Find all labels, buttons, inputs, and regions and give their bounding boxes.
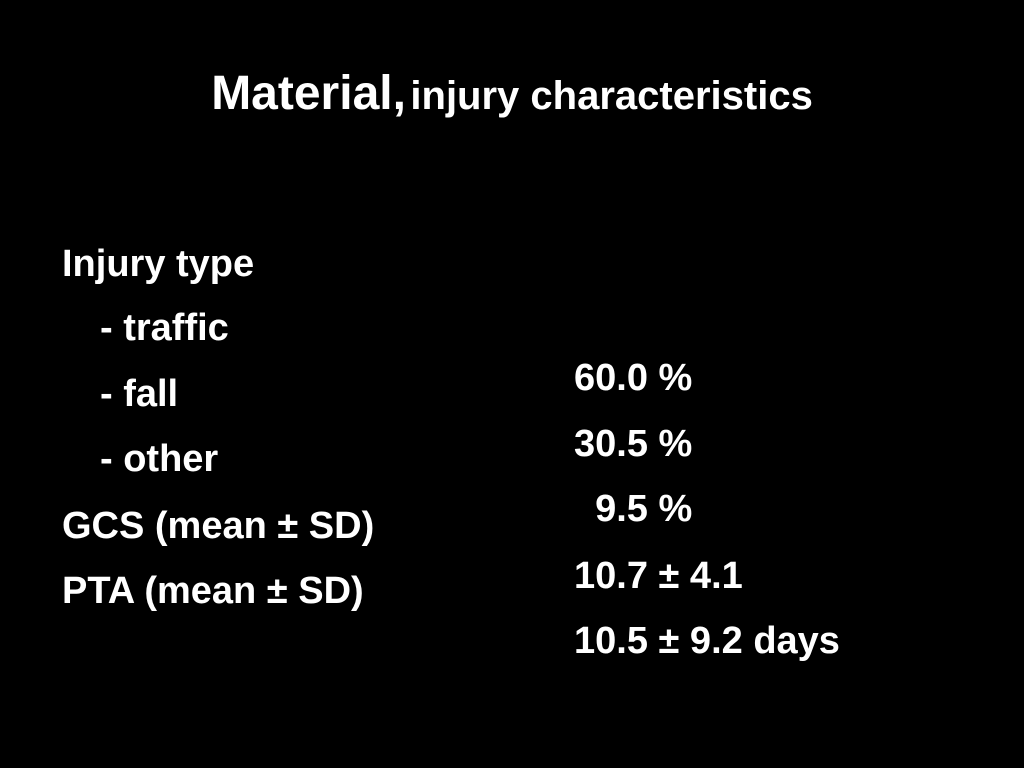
row-value: 60.0 % [574,357,693,399]
title-sub: injury characteristics [410,74,813,118]
row-value: 10.5 ± 9.2 days [574,620,840,662]
row-label: - other [100,438,219,480]
row-other: - other 9.5 % [0,384,1024,530]
row-traffic: - traffic 60.0 % [0,253,1024,399]
title-main: Material, [211,67,406,120]
row-fall: - fall 30.5 % [0,319,1024,465]
row-label: - traffic [100,307,229,349]
row-injury-type: Injury type [0,189,1024,285]
slide-title: Material, injury characteristics [0,67,1024,121]
row-value: 30.5 % [574,423,693,465]
row-gcs: GCS (mean ± SD) 10.7 ± 4.1 [0,451,1024,597]
row-label: GCS (mean ± SD) [62,505,375,547]
row-value: 9.5 % [574,488,693,530]
row-label: Injury type [62,243,255,285]
row-value: 10.7 ± 4.1 [574,555,743,597]
row-label: - fall [100,373,179,415]
row-label: PTA (mean ± SD) [62,570,364,612]
row-pta: PTA (mean ± SD) 10.5 ± 9.2 days [0,516,1024,662]
